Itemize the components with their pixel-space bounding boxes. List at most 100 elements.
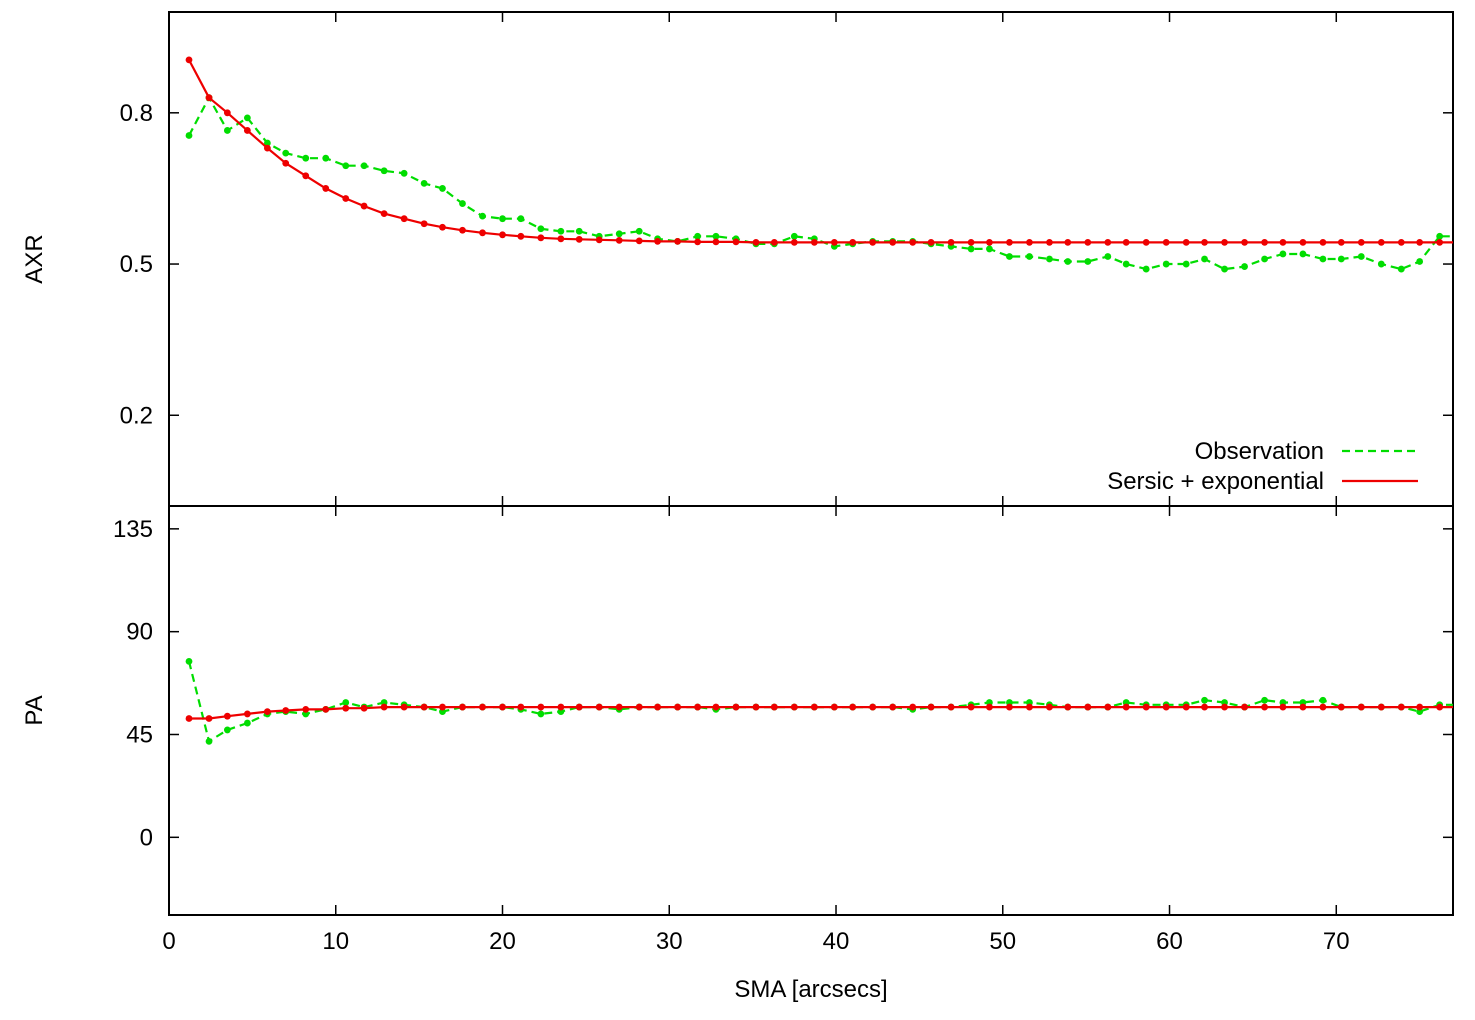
top-point-sersic-exponential-6: [302, 172, 310, 180]
top-point-observation-49: [1142, 265, 1150, 273]
top-point-sersic-exponential-30: [770, 238, 778, 246]
top-point-sersic-exponential-27: [712, 238, 720, 246]
top-point-sersic-exponential-12: [420, 220, 428, 228]
top-point-observation-59: [1337, 255, 1345, 263]
top-point-observation-9: [360, 162, 368, 170]
bottom-x-tick-label-60: 60: [1156, 928, 1183, 955]
bottom-point-observation-58: [1319, 696, 1327, 704]
top-point-observation-6: [302, 154, 310, 162]
top-point-sersic-exponential-23: [635, 237, 643, 245]
bottom-point-sersic-exponential-9: [360, 704, 368, 712]
top-point-sersic-exponential-2: [223, 109, 231, 117]
top-point-observation-58: [1319, 255, 1327, 263]
top-point-observation-50: [1162, 260, 1170, 268]
legend: Observation Sersic + exponential: [1107, 438, 1418, 495]
top-point-sersic-exponential-9: [360, 202, 368, 210]
panel-bottom: 0 10 20 30 40 50 60 70 0 45 90 135 PA SMA [arcsecs]: [21, 505, 1454, 1003]
top-point-sersic-exponential-44: [1046, 238, 1053, 246]
top-point-observation-40: [967, 245, 975, 253]
top-point-sersic-exponential-7: [322, 185, 330, 192]
top-point-sersic-exponential-64: [1436, 238, 1444, 246]
bottom-point-sersic-exponential-14: [459, 703, 466, 711]
top-point-observation-3: [243, 114, 251, 122]
top-point-observation-60: [1357, 253, 1365, 260]
top-point-observation-11: [400, 169, 408, 177]
panel-top: 0.2 0.5 0.8 AXR Observation Sersic + exponent…: [21, 11, 1454, 507]
bottom-point-sersic-exponential-36: [889, 703, 897, 711]
top-point-sersic-exponential-4: [263, 144, 271, 152]
top-point-observation-7: [322, 154, 330, 162]
top-point-observation-0: [185, 132, 193, 139]
bottom-point-sersic-exponential-23: [635, 703, 643, 711]
top-point-observation-13: [439, 185, 446, 192]
top-point-sersic-exponential-26: [694, 238, 702, 246]
bottom-point-sersic-exponential-35: [869, 703, 877, 711]
bottom-point-sersic-exponential-52: [1201, 703, 1208, 711]
top-point-observation-61: [1377, 260, 1385, 268]
top-point-observation-2: [223, 127, 231, 134]
top-point-sersic-exponential-63: [1416, 238, 1424, 246]
bottom-point-sersic-exponential-48: [1122, 703, 1130, 711]
top-point-sersic-exponential-11: [400, 215, 408, 223]
bottom-point-sersic-exponential-1: [205, 715, 213, 722]
top-point-observation-8: [342, 162, 350, 170]
bottom-point-sersic-exponential-2: [223, 712, 231, 720]
top-point-observation-22: [615, 230, 623, 238]
bottom-point-sersic-exponential-43: [1026, 703, 1033, 711]
bottom-point-sersic-exponential-6: [302, 705, 310, 713]
bottom-point-sersic-exponential-57: [1299, 703, 1307, 711]
bottom-point-sersic-exponential-17: [517, 703, 525, 711]
top-point-observation-26: [694, 232, 702, 240]
top-point-observation-23: [635, 227, 643, 235]
legend-label-observation: Observation: [1195, 438, 1324, 465]
bottom-point-sersic-exponential-34: [849, 703, 857, 711]
bottom-x-tick-label-10: 10: [322, 928, 349, 955]
bottom-y-tick-label-45: 45: [126, 721, 153, 748]
top-point-observation-5: [282, 149, 290, 157]
bottom-point-sersic-exponential-22: [615, 703, 623, 711]
bottom-point-sersic-exponential-50: [1162, 703, 1170, 711]
top-point-observation-45: [1064, 258, 1072, 265]
top-point-sersic-exponential-45: [1064, 238, 1072, 246]
top-point-observation-15: [479, 212, 486, 220]
bottom-point-sersic-exponential-55: [1261, 703, 1268, 711]
top-point-sersic-exponential-42: [1006, 238, 1013, 246]
bottom-point-sersic-exponential-58: [1319, 703, 1327, 711]
bottom-x-tick-label-50: 50: [989, 928, 1016, 955]
top-point-observation-43: [1026, 253, 1033, 260]
bottom-point-observation-52: [1201, 696, 1208, 704]
top-point-sersic-exponential-37: [909, 238, 917, 246]
bottom-point-sersic-exponential-30: [770, 703, 778, 711]
bottom-point-sersic-exponential-38: [927, 703, 935, 711]
top-point-observation-27: [712, 232, 720, 240]
top-point-sersic-exponential-53: [1221, 238, 1228, 246]
bottom-x-axis-label: SMA [arcsecs]: [734, 976, 887, 1003]
top-series-group: [185, 56, 1453, 273]
bottom-point-sersic-exponential-3: [243, 710, 251, 718]
top-point-sersic-exponential-29: [752, 238, 760, 246]
top-point-observation-48: [1122, 260, 1130, 268]
top-point-sersic-exponential-43: [1026, 238, 1033, 246]
top-point-sersic-exponential-51: [1182, 238, 1190, 246]
top-point-sersic-exponential-56: [1279, 238, 1287, 246]
bottom-point-sersic-exponential-44: [1046, 703, 1053, 711]
bottom-y-axis-label: PA: [21, 695, 48, 725]
top-point-observation-62: [1397, 265, 1405, 273]
top-point-sersic-exponential-10: [380, 210, 388, 218]
top-point-sersic-exponential-20: [575, 235, 583, 243]
top-point-sersic-exponential-62: [1397, 238, 1405, 246]
bottom-point-sersic-exponential-26: [694, 703, 702, 711]
bottom-point-sersic-exponential-33: [830, 703, 838, 711]
bottom-point-sersic-exponential-15: [479, 703, 486, 711]
top-point-sersic-exponential-36: [889, 238, 897, 246]
bottom-point-sersic-exponential-51: [1182, 703, 1190, 711]
bottom-x-tick-label-70: 70: [1323, 928, 1350, 955]
top-point-sersic-exponential-41: [986, 238, 993, 246]
top-point-observation-31: [790, 232, 798, 240]
bottom-point-sersic-exponential-8: [342, 704, 350, 712]
bottom-point-observation-8: [342, 699, 350, 706]
bottom-point-sersic-exponential-53: [1221, 703, 1228, 711]
top-point-sersic-exponential-46: [1084, 238, 1092, 246]
